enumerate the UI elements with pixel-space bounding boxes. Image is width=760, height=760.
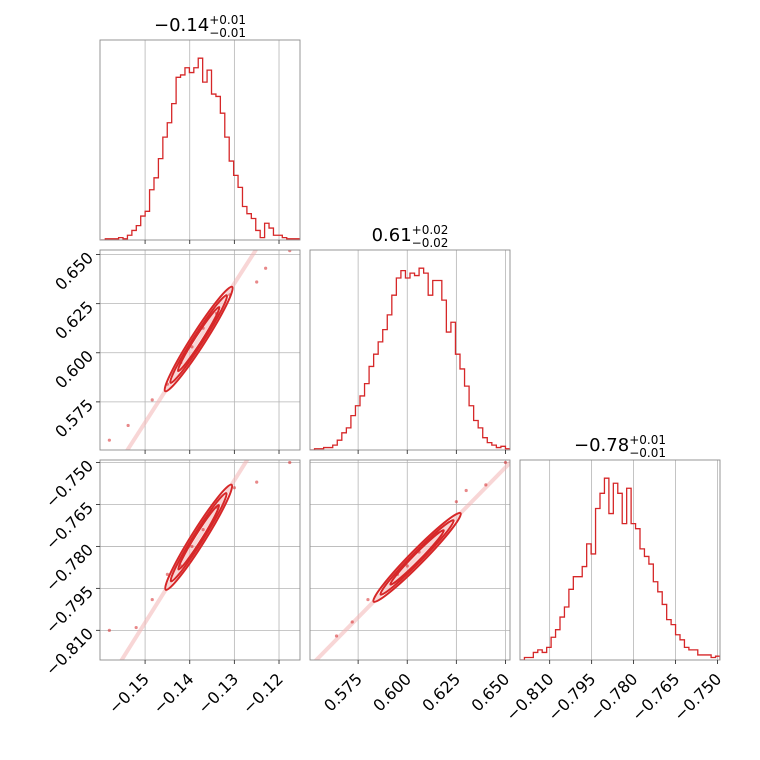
sample-point [150,398,154,402]
sample-band [125,250,259,450]
panel-frame [99,249,301,451]
title-minus: −0.01 [209,26,246,40]
sample-point [255,480,259,484]
sample-point [107,438,111,442]
title-plus: +0.01 [209,13,246,27]
sample-point [165,572,170,577]
sample-point [150,597,154,602]
title-median: −0.78 [574,435,629,456]
sample-point [464,488,468,493]
sample-point [107,628,111,632]
sample-point [179,360,183,365]
x-tick-label: −0.15 [105,669,153,717]
sample-point [255,280,259,284]
x-tick-label: −0.14 [149,669,197,717]
y-tick-label: −0.750 [42,456,97,511]
sample-point [190,544,194,549]
histogram-2 [520,477,720,660]
pair-panel-1 [107,460,292,660]
param-title-0: −0.14+0.01 −0.01 [154,13,246,40]
x-tick-label: −0.13 [194,669,242,717]
sample-point [201,528,205,532]
sample-point [165,382,170,386]
title-plus: +0.02 [412,223,449,237]
contour-0 [163,285,234,393]
x-tick-label: −0.750 [670,669,725,724]
sample-point [288,250,292,253]
title-median: −0.14 [154,15,209,36]
sample-point [435,530,439,535]
sample-point [232,486,236,490]
sample-point [214,505,219,509]
sample-point [201,326,205,330]
y-tick-label: 0.600 [51,346,97,392]
sample-point [366,597,370,602]
contour-2 [389,529,445,586]
title-plus: +0.01 [629,433,666,447]
title-median: 0.61 [372,225,412,246]
x-tick-label: 0.600 [369,669,415,715]
panel-frame [309,459,511,661]
contour-1 [379,519,455,596]
sample-point [126,423,130,428]
sample-point [417,550,421,554]
sample-point [484,483,488,487]
sample-point [134,625,138,630]
title-minus: −0.01 [629,446,666,460]
x-tick-label: 0.625 [418,669,464,715]
y-tick-label: 0.650 [51,248,97,294]
panel-frame [519,459,721,661]
contour-2 [177,503,221,571]
contour-2 [176,306,221,373]
x-tick-label: 0.575 [320,669,366,715]
pair-panel-2 [313,460,510,660]
y-tick-label: 0.625 [51,297,97,343]
histogram-0 [100,57,300,240]
histogram-1 [310,267,510,450]
sample-point [454,500,458,504]
x-tick-label: −0.12 [239,669,287,717]
param-title-1: 0.61+0.02 −0.02 [372,223,449,250]
sample-point [334,634,339,638]
y-tick-label: 0.575 [51,396,97,442]
sample-point [503,460,508,465]
contour-0 [164,483,234,591]
sample-point [395,572,400,577]
sample-point [190,345,194,349]
panel-frame [99,39,301,241]
sample-band [313,460,510,660]
panel-frame [309,249,511,451]
sample-point [350,620,354,624]
contour-0 [372,511,462,603]
sample-point [264,266,268,270]
contour-1 [169,294,229,384]
sample-point [179,564,183,568]
contour-1 [169,492,228,583]
sample-point [288,460,292,465]
title-minus: −0.02 [412,236,449,250]
sample-band [119,460,250,660]
sample-point [405,564,409,568]
panel-frame [99,459,301,661]
pair-panel-0 [107,250,292,450]
sample-point [214,311,219,316]
param-title-2: −0.78+0.01 −0.01 [574,433,666,460]
sample-point [228,293,232,297]
